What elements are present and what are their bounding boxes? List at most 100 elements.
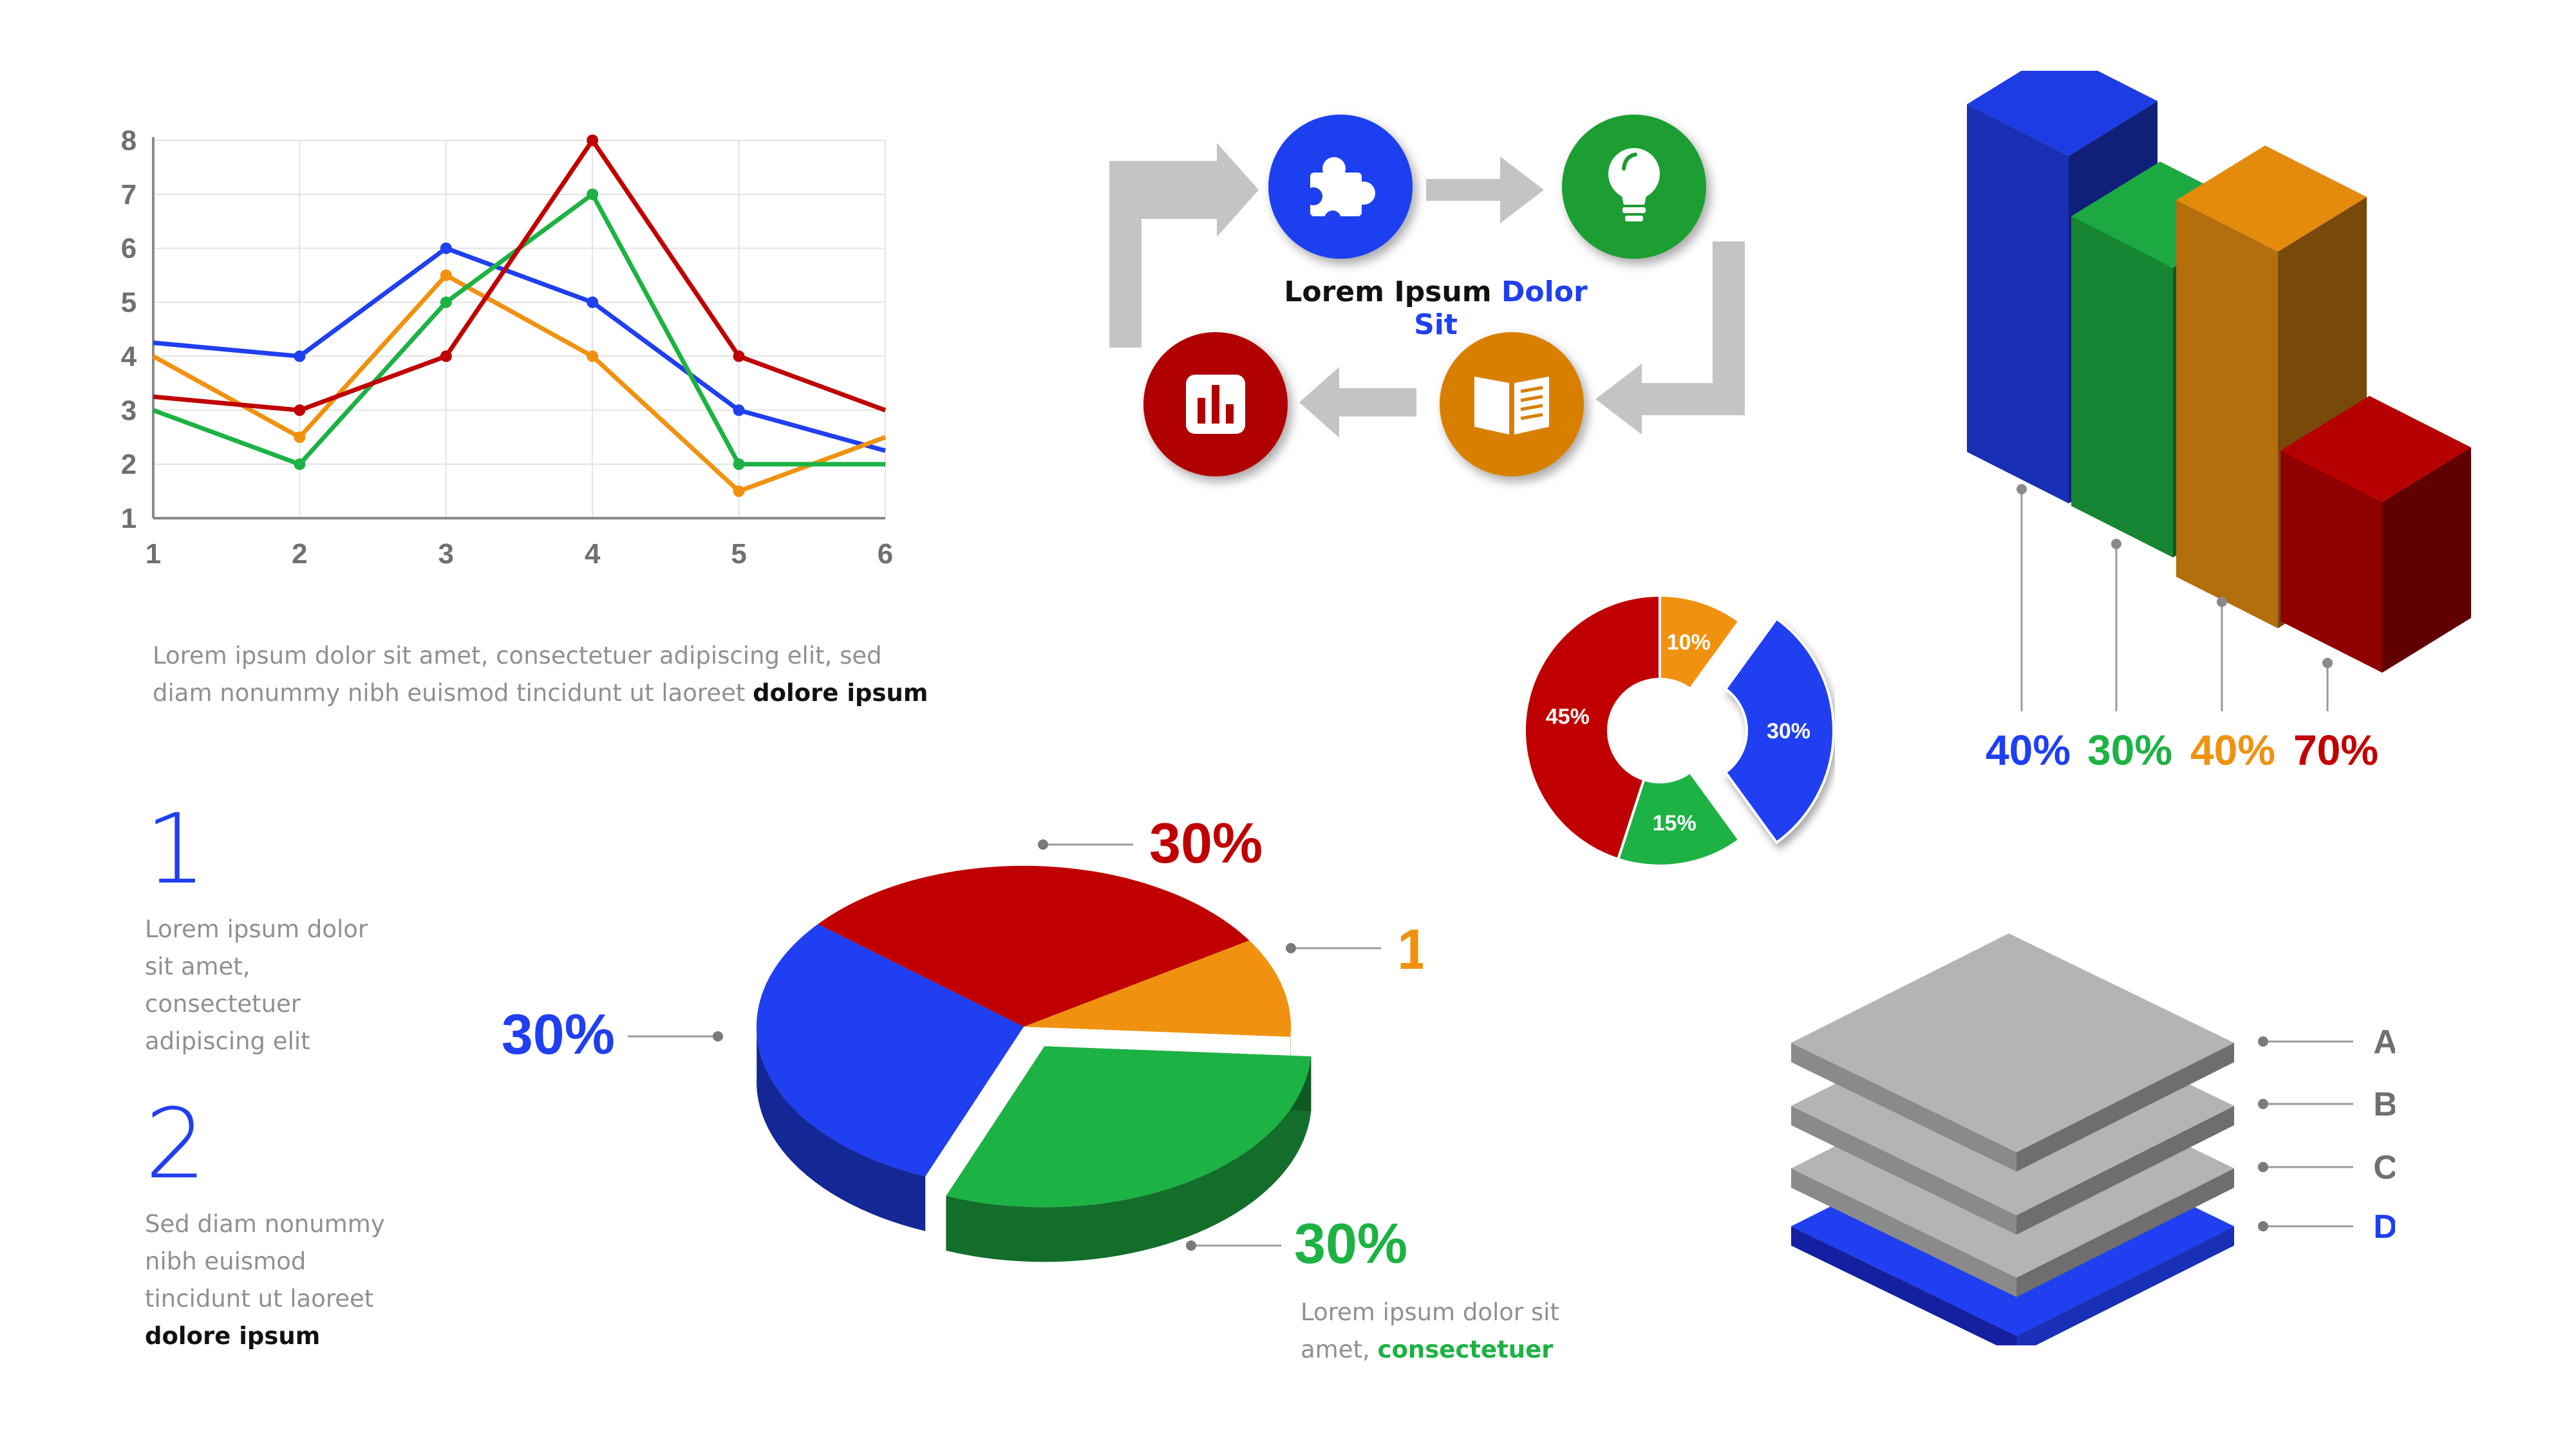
series-line-green [152, 192, 885, 467]
donut-label: 15% [1653, 811, 1697, 836]
pie-leader-dot [1186, 1240, 1196, 1251]
bar-label: 30% [2087, 726, 2172, 774]
layer-leader-dot [2258, 1099, 2268, 1109]
layer-leader-dot [2258, 1221, 2268, 1231]
layer-side [2017, 1043, 2234, 1172]
book-icon [1474, 377, 1549, 435]
data-point-red [294, 404, 306, 416]
y-tick-label: 3 [121, 395, 136, 426]
series-green [152, 188, 885, 471]
series-line-red [153, 138, 887, 413]
data-point-green [587, 188, 599, 200]
bar-front [1967, 104, 2069, 503]
list-text-2-body: Sed diam nonummy nibh euismod tincidunt … [145, 1210, 385, 1313]
cycle-node-book [1440, 332, 1584, 476]
layer-leader-dot [2258, 1162, 2268, 1172]
series-blue [153, 242, 886, 453]
bar-top [2280, 396, 2471, 502]
data-point-green [294, 458, 306, 471]
pie-3d-body [757, 866, 1312, 1262]
line-chart-series [152, 135, 887, 498]
donut-slice [1616, 770, 1742, 867]
y-tick-label: 4 [121, 341, 137, 372]
pie-slice [757, 924, 1024, 1177]
data-point-orange [294, 431, 306, 444]
bar-label: 70% [2293, 726, 2378, 774]
line-chart: 1 2 3 4 5 6 7 8 1 2 3 4 5 6 [121, 125, 893, 570]
bar-chart-bars [1967, 71, 2471, 673]
data-point-green [440, 296, 452, 308]
layer-front [1791, 1043, 2017, 1172]
donut-label: 45% [1546, 704, 1590, 729]
cycle-node-chart [1143, 332, 1288, 476]
cycle-diagram [1109, 115, 1745, 476]
data-point-blue [440, 242, 452, 254]
cycle-arrow-left [1299, 367, 1416, 438]
bar-top [2176, 145, 2367, 252]
pie-caption: Lorem ipsum dolor sit amet, consectetuer [1301, 1294, 1571, 1369]
series-orange [152, 269, 887, 498]
pie-label: 30% [1294, 1211, 1407, 1275]
bar-front [2176, 200, 2278, 628]
data-point-red [733, 350, 745, 362]
cycle-arrow-right [1426, 156, 1544, 223]
line-chart-tick-labels: 1 2 3 4 5 6 7 8 1 2 3 4 5 6 [121, 125, 893, 570]
cycle-arrow-up-right [1109, 143, 1259, 348]
layer-label: D [2373, 1208, 2395, 1246]
line-chart-caption: Lorem ipsum dolor sit amet, consectetuer… [153, 637, 938, 712]
cycle-title-blue: Dolor Sit [1414, 276, 1588, 341]
x-tick-label: 6 [878, 538, 893, 570]
y-tick-label: 7 [121, 179, 136, 210]
layer-plate-A [1791, 933, 2234, 1172]
bar-leader-dot [2111, 539, 2121, 549]
x-tick-label: 3 [438, 538, 454, 570]
series-line-orange [152, 273, 887, 494]
layer-side [2017, 1106, 2234, 1235]
numbered-list: 1 Lorem ipsum dolor sit amet, consectetu… [145, 801, 422, 1355]
list-number-2: 2 [145, 1089, 207, 1201]
y-tick-label: 1 [121, 503, 136, 534]
cycle-title-black: Lorem Ipsum [1284, 276, 1492, 308]
puzzle-icon [1304, 157, 1375, 227]
bar-chart-3d: 40% 30% 40% 70% [1967, 71, 2471, 774]
pie-side [757, 1022, 926, 1231]
layer-front [1791, 1168, 2017, 1297]
cycle-node-lightbulb [1562, 115, 1706, 259]
layer-plates [1791, 933, 2234, 1345]
series-red [153, 135, 887, 416]
layer-front [1791, 1106, 2017, 1235]
donut-label: 30% [1767, 719, 1810, 743]
layer-front [1791, 1226, 2017, 1345]
bar-label: 40% [1986, 726, 2071, 774]
list-item-2: 2 Sed diam nonummy nibh euismod tincidun… [145, 1096, 422, 1355]
pie-label: 30% [1149, 811, 1263, 875]
y-tick-label: 2 [121, 449, 136, 480]
list-number-1: 1 [145, 794, 207, 906]
data-point-orange [440, 269, 452, 281]
bar-side [2382, 447, 2471, 673]
layer-side [2017, 1168, 2234, 1297]
pie-leader-dot [713, 1031, 723, 1042]
list-text-1: Lorem ipsum dolor sit amet, consectetuer… [145, 915, 368, 1055]
cycle-arrow-down-left [1595, 241, 1745, 435]
data-point-blue [733, 404, 745, 416]
pie-caption-green: consectetuer [1377, 1336, 1554, 1363]
line-caption-bold: dolore ipsum [753, 679, 928, 707]
bar-leader-dot [2322, 658, 2333, 668]
pie-label: 30% [502, 1002, 615, 1066]
donut-labels: 10% 30% 15% 45% [1546, 630, 1810, 836]
donut-slice [1724, 617, 1835, 845]
data-point-red [587, 135, 599, 146]
bar-top [1967, 71, 2158, 156]
bar-label: 40% [2190, 726, 2275, 774]
line-caption-text: Lorem ipsum dolor sit amet, consectetuer… [153, 642, 882, 707]
pie-caption-text: Lorem ipsum dolor sit amet, [1301, 1298, 1559, 1363]
layer-side [2017, 1226, 2234, 1345]
x-tick-label: 4 [585, 538, 601, 570]
pie-slice [818, 866, 1250, 1027]
line-chart-axes [152, 137, 885, 519]
pie-slice [946, 1046, 1312, 1208]
data-point-green [733, 458, 745, 471]
pie-slice [1024, 940, 1291, 1037]
